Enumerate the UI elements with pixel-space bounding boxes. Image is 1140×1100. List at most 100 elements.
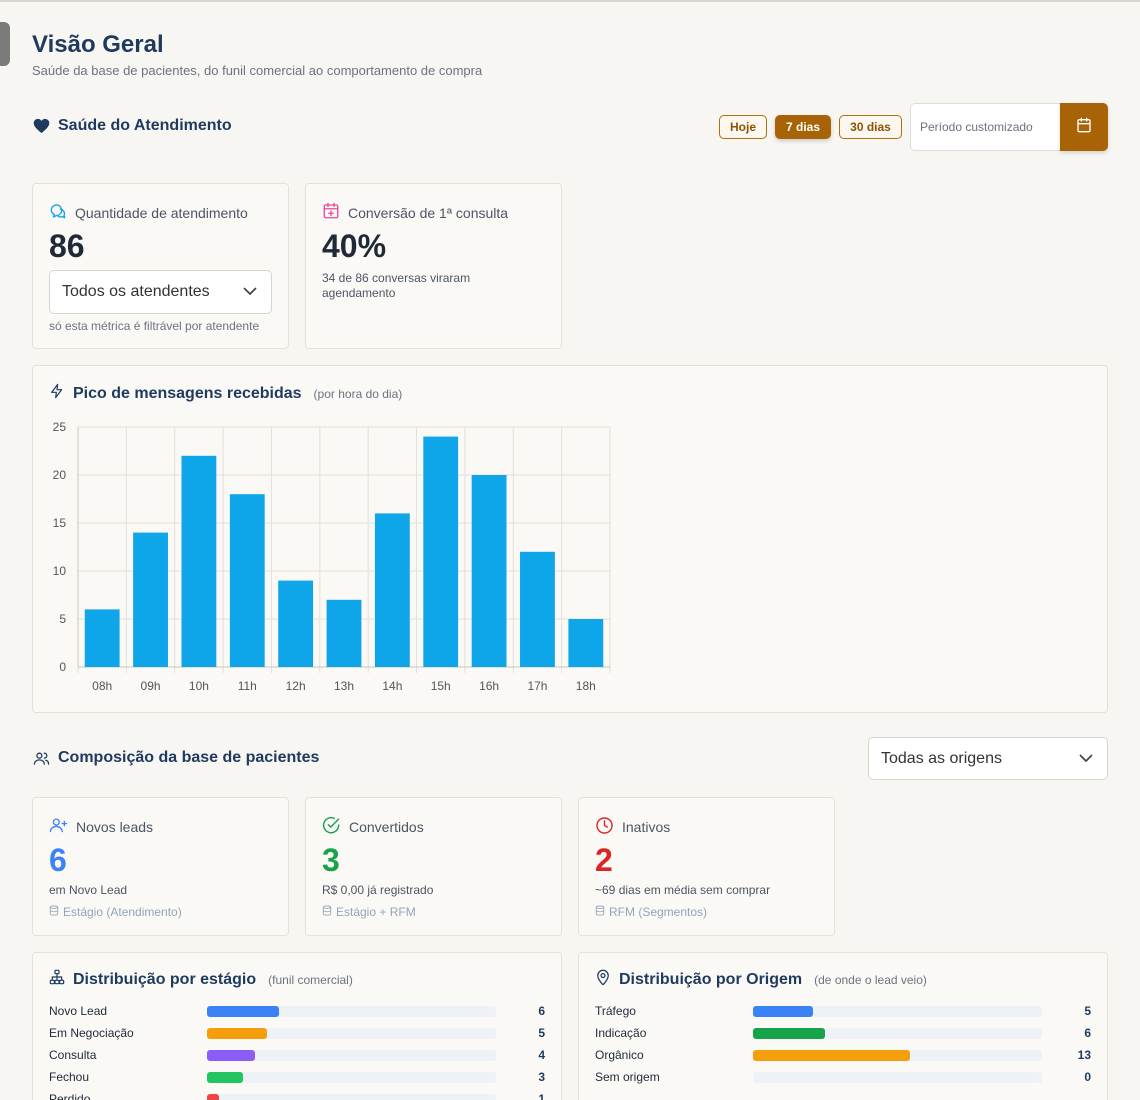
origem-select[interactable]: Todas as origens xyxy=(868,737,1108,780)
check-circle-icon xyxy=(322,816,341,838)
stage-bar-fill xyxy=(207,1094,220,1100)
stage-dist-subtitle: (funil comercial) xyxy=(268,972,353,987)
inativos-value: 2 xyxy=(595,842,613,878)
atendente-select-value: Todos os atendentes xyxy=(62,283,210,300)
qty-card-title: Quantidade de atendimento xyxy=(75,204,248,221)
stage-bar-fill xyxy=(207,1006,280,1017)
chart-bar xyxy=(568,619,604,667)
stage-row: Em Negociação 5 xyxy=(49,1026,549,1040)
chart-bar xyxy=(423,436,459,667)
custom-period-input[interactable]: Período customizado xyxy=(910,103,1061,151)
inativos-source: RFM (Segmentos) xyxy=(595,905,707,919)
clock-icon xyxy=(595,816,614,838)
inativos-card: Inativos 2 ~69 dias em média sem comprar… xyxy=(578,797,835,936)
database-icon xyxy=(595,905,605,919)
origin-row-value: 0 xyxy=(1084,1070,1091,1084)
origin-row-label: Tráfego xyxy=(595,1004,636,1018)
novos-leads-title: Novos leads xyxy=(76,818,154,835)
stage-bar-fill xyxy=(207,1050,256,1061)
convertidos-note: R$ 0,00 já registrado xyxy=(322,883,434,897)
stage-row-value: 4 xyxy=(538,1048,545,1062)
chevron-down-icon xyxy=(243,283,257,301)
calendar-icon xyxy=(1076,117,1092,138)
stage-dist-title: Distribuição por estágio xyxy=(73,970,257,988)
stage-row: Consulta 4 xyxy=(49,1048,549,1062)
pico-chart-header: Pico de mensagens recebidas (por hora do… xyxy=(49,382,402,405)
filter-30-dias-button[interactable]: 30 dias xyxy=(839,115,902,139)
stage-row-label: Perdido xyxy=(49,1092,91,1100)
atendimento-section-header: Saúde do Atendimento xyxy=(32,117,232,135)
y-tick-label: 5 xyxy=(59,612,66,626)
stage-bar-track xyxy=(207,1072,496,1083)
user-plus-icon xyxy=(49,816,68,837)
chart-bar xyxy=(133,532,168,667)
chart-bar xyxy=(520,551,555,667)
composicao-section-title: Composição da base de pacientes xyxy=(58,749,320,766)
origin-bar-fill xyxy=(753,1028,826,1039)
conv-card-note: 34 de 86 conversas viraram agendamento xyxy=(322,271,471,300)
y-tick-label: 15 xyxy=(53,516,67,530)
y-tick-label: 20 xyxy=(53,468,67,482)
stage-row-label: Novo Lead xyxy=(49,1004,108,1018)
stage-row-label: Consulta xyxy=(49,1048,97,1062)
convertidos-card: Convertidos 3 R$ 0,00 já registrado Está… xyxy=(305,797,562,936)
pico-bar-chart: 0 5 10 15 20 25 08h 09h 10h 11h 12h 13h 14h 15h 16h 17h… xyxy=(53,420,611,693)
conv-card-header: Conversão de 1ª consulta xyxy=(322,202,508,223)
origin-dist-title: Distribuição por Origem xyxy=(619,971,803,988)
origin-bar-fill xyxy=(753,1006,814,1017)
origin-row: Tráfego 5 xyxy=(595,1004,1095,1018)
stage-bar-fill xyxy=(207,1072,244,1083)
novos-leads-value: 6 xyxy=(49,842,67,878)
qty-card-header: Quantidade de atendimento xyxy=(49,202,248,223)
chart-bar xyxy=(278,580,314,667)
origin-row: Indicação 6 xyxy=(595,1026,1095,1040)
origin-bar-track xyxy=(753,1072,1042,1083)
pico-mensagens-card: Pico de mensagens recebidas (por hora do… xyxy=(32,365,1108,713)
page-subtitle: Saúde da base de pacientes, do funil com… xyxy=(32,63,483,78)
top-border xyxy=(0,0,1140,2)
x-tick-label: 10h xyxy=(189,679,209,693)
convertidos-title: Convertidos xyxy=(349,819,424,835)
x-tick-label: 08h xyxy=(92,679,112,693)
origin-bar-fill xyxy=(753,1050,910,1061)
atendente-select[interactable]: Todos os atendentes xyxy=(49,270,272,314)
x-tick-label: 14h xyxy=(382,679,402,693)
x-tick-label: 11h xyxy=(238,679,257,693)
filter-7-dias-button[interactable]: 7 dias xyxy=(775,115,831,139)
qty-card-note: só esta métrica é filtrável por atendent… xyxy=(49,319,260,333)
calendar-button[interactable] xyxy=(1060,103,1108,151)
conv-card-value: 40% xyxy=(322,228,387,264)
origin-row: Sem origem 0 xyxy=(595,1070,1095,1084)
stage-row: Perdido 1 xyxy=(49,1092,549,1100)
convertidos-value: 3 xyxy=(322,842,340,878)
filter-hoje-button[interactable]: Hoje xyxy=(719,115,767,139)
novos-leads-header: Novos leads xyxy=(49,816,153,837)
novos-leads-source-text: Estágio (Atendimento) xyxy=(63,905,182,919)
x-tick-label: 18h xyxy=(576,679,596,693)
heart-icon xyxy=(32,117,50,135)
stage-bar-track xyxy=(207,1050,496,1061)
sidebar-toggle[interactable] xyxy=(0,22,10,66)
convertidos-source: Estágio + RFM xyxy=(322,905,416,919)
stage-bar-track xyxy=(207,1028,496,1039)
inativos-source-text: RFM (Segmentos) xyxy=(609,905,708,919)
stage-row: Novo Lead 6 xyxy=(49,1004,549,1018)
stage-bar-fill xyxy=(207,1028,268,1039)
conv-card-title: Conversão de 1ª consulta xyxy=(348,204,509,221)
database-icon xyxy=(49,905,59,919)
stage-distribution-card: Distribuição por estágio (funil comercia… xyxy=(32,952,562,1100)
stage-row-label: Fechou xyxy=(49,1070,90,1084)
atendimento-section-title: Saúde do Atendimento xyxy=(58,117,232,134)
x-tick-label: 12h xyxy=(286,679,306,693)
stage-row: Fechou 3 xyxy=(49,1070,549,1084)
qty-card-value: 86 xyxy=(49,228,85,264)
stage-dist-header: Distribuição por estágio (funil comercia… xyxy=(49,969,353,990)
x-tick-label: 13h xyxy=(334,679,354,693)
chart-bar xyxy=(181,455,217,667)
stage-bar-track xyxy=(207,1094,496,1100)
stage-row-value: 1 xyxy=(538,1092,545,1100)
origin-bar-track xyxy=(753,1050,1042,1061)
conversao-card: Conversão de 1ª consulta 40% 34 de 86 co… xyxy=(305,183,562,349)
chart-bar xyxy=(374,513,410,667)
map-pin-icon xyxy=(595,969,611,991)
